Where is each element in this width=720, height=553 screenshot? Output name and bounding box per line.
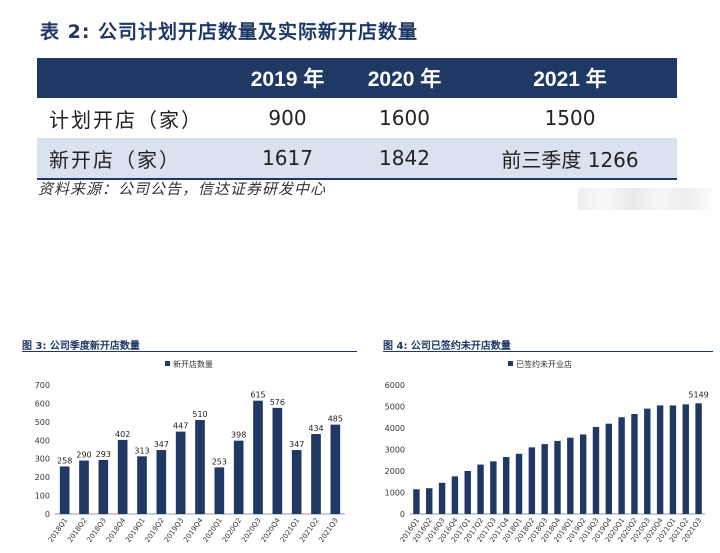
table-source: 资料来源：公司公告，信达证券研发中心 <box>38 180 327 198</box>
bar <box>515 453 523 514</box>
bar <box>502 457 510 514</box>
bar <box>233 440 244 514</box>
data-label: 576 <box>270 398 285 407</box>
cell-planned-2020: 1600 <box>346 98 463 138</box>
bar <box>592 426 600 514</box>
cell-new-2021: 前三季度 1266 <box>463 138 677 180</box>
data-label: 253 <box>212 457 227 466</box>
figure3-rule <box>22 351 357 352</box>
y-tick-label: 2000 <box>385 467 405 476</box>
bar <box>631 414 638 514</box>
table-header-2021: 2021 年 <box>463 58 677 98</box>
data-label: 313 <box>134 446 149 455</box>
table-row-new: 新开店（家） 1617 1842 前三季度 1266 <box>37 138 677 180</box>
table-header-blank <box>37 58 229 98</box>
y-tick-label: 0 <box>45 510 50 519</box>
data-label: 615 <box>250 391 265 400</box>
bar <box>137 456 147 514</box>
y-tick-label: 100 <box>35 492 50 501</box>
data-label: 510 <box>192 410 207 419</box>
figure4-rule <box>383 351 713 352</box>
bar <box>644 408 651 514</box>
bar <box>656 405 664 514</box>
bar <box>451 476 459 514</box>
store-count-table: 2019 年 2020 年 2021 年 计划开店（家） 900 1600 15… <box>37 58 677 180</box>
data-label: 290 <box>76 451 91 460</box>
y-tick-label: 400 <box>35 436 50 445</box>
data-label: 347 <box>289 440 304 449</box>
bar <box>214 467 225 514</box>
data-label: 293 <box>96 450 111 459</box>
bar <box>330 424 341 514</box>
bar <box>426 488 433 514</box>
y-tick-label: 600 <box>35 399 50 408</box>
y-tick-label: 3000 <box>385 446 405 455</box>
bar <box>438 482 446 514</box>
legend-swatch <box>165 361 170 366</box>
bar <box>618 417 625 514</box>
table-row-planned: 计划开店（家） 900 1600 1500 <box>37 98 677 138</box>
data-label: 402 <box>115 430 130 439</box>
y-tick-label: 4000 <box>385 424 405 433</box>
legend-swatch <box>508 361 513 366</box>
bar <box>59 466 70 514</box>
cell-planned-2019: 900 <box>229 98 346 138</box>
data-label: 447 <box>173 422 188 431</box>
bar <box>413 489 420 514</box>
bar <box>567 437 574 514</box>
bar <box>156 450 167 514</box>
data-label: 5149 <box>688 390 708 399</box>
cell-new-2020: 1842 <box>346 138 463 180</box>
row-label-planned: 计划开店（家） <box>37 98 229 138</box>
bar <box>98 460 109 514</box>
bar <box>291 450 302 514</box>
y-tick-label: 700 <box>35 381 50 390</box>
watermark-blur <box>578 188 713 210</box>
bar <box>669 405 677 514</box>
y-tick-label: 6000 <box>385 381 405 390</box>
row-label-new: 新开店（家） <box>37 138 229 180</box>
y-tick-label: 5000 <box>385 403 405 412</box>
y-tick-label: 500 <box>35 418 50 427</box>
bar <box>253 400 263 514</box>
bar <box>464 471 471 514</box>
bar <box>117 439 128 514</box>
data-label: 347 <box>154 440 169 449</box>
bar <box>175 431 186 514</box>
bar <box>579 434 587 514</box>
data-label: 398 <box>231 431 246 440</box>
bar <box>272 407 283 514</box>
y-tick-label: 200 <box>35 473 50 482</box>
bar <box>541 444 548 514</box>
figure3-chart: 新开店数量01002003004005006007002582018Q12902… <box>35 359 345 544</box>
legend-label: 已签约未开业店 <box>516 359 572 369</box>
bar <box>528 447 536 514</box>
figure4-title: 图 4: 公司已签约未开店数量 <box>383 341 511 352</box>
y-tick-label: 300 <box>35 455 50 464</box>
table-title: 表 2: 公司计划开店数量及实际新开店数量 <box>40 21 419 43</box>
bar <box>79 460 89 514</box>
bar <box>490 461 497 514</box>
data-label: 258 <box>57 456 72 465</box>
bar <box>477 464 484 514</box>
bar <box>605 423 613 514</box>
bar <box>695 403 702 514</box>
cell-planned-2021: 1500 <box>463 98 677 138</box>
table-header-2019: 2019 年 <box>229 58 346 98</box>
figure3-title: 图 3: 公司季度新开店数量 <box>22 341 140 352</box>
legend-label: 新开店数量 <box>173 359 213 369</box>
cell-new-2019: 1617 <box>229 138 346 180</box>
bar <box>311 434 321 514</box>
figure4-chart: 已签约未开业店01000200030004000500060002016Q120… <box>385 359 709 544</box>
y-tick-label: 0 <box>400 510 405 519</box>
y-tick-label: 1000 <box>385 489 405 498</box>
table-header-2020: 2020 年 <box>346 58 463 98</box>
data-label: 485 <box>328 415 343 424</box>
x-tick-label: 2021Q3 <box>317 517 339 544</box>
bar <box>195 420 205 514</box>
bar <box>682 404 689 514</box>
bar <box>554 440 561 514</box>
table-header-row: 2019 年 2020 年 2021 年 <box>37 58 677 98</box>
data-label: 434 <box>308 424 323 433</box>
